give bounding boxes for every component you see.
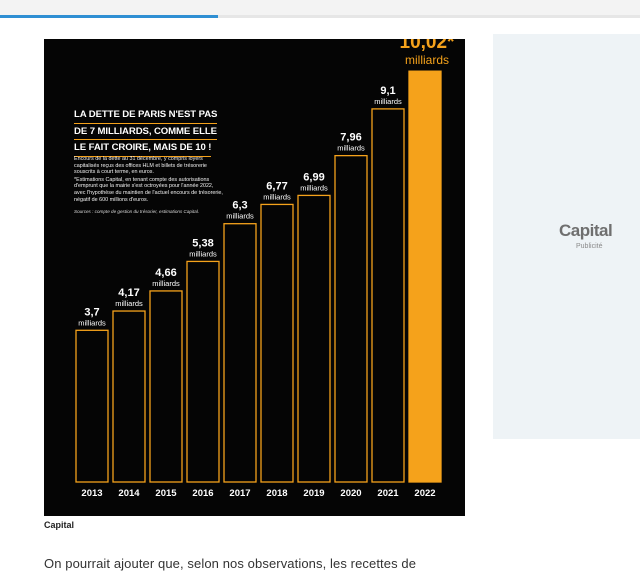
unit-label-2020: milliards [337, 144, 365, 153]
value-label-2018: 6,77 [266, 180, 287, 192]
bar-2017 [223, 223, 257, 483]
unit-label-2015: milliards [152, 279, 180, 288]
bar-2016 [186, 260, 220, 483]
value-label-2017: 6,3 [232, 200, 247, 212]
debt-bar-chart: 3,7milliards20134,17milliards20144,66mil… [75, 39, 456, 499]
value-label-2013: 3,7 [84, 306, 99, 318]
value-label-2014: 4,17 [118, 287, 139, 299]
bar-2018 [260, 203, 294, 483]
debt-chart-figure: 3,7 milliards 2013 4,17 milliards 2014 4,66 mil… [44, 39, 465, 516]
value-label-2021: 9,1 [380, 85, 395, 97]
year-label-2022: 2022 [414, 488, 435, 499]
reading-progress-bar [0, 15, 640, 18]
unit-label-2014: milliards [115, 299, 143, 308]
chart-headline: LA DETTE DE PARIS N'EST PAS DE 7 MILLIAR… [74, 107, 274, 157]
unit-label-2021: milliards [374, 97, 402, 106]
year-label-2017: 2017 [229, 488, 250, 499]
chart-sources: Sources : compte de gestion du trésorier… [74, 209, 200, 214]
top-bar [0, 0, 640, 18]
value-label-2015: 4,66 [155, 267, 176, 279]
unit-label-2018: milliards [263, 192, 291, 201]
unit-label-2019: milliards [300, 183, 328, 192]
reading-progress-fill [0, 15, 218, 18]
bar-2013 [75, 329, 109, 483]
value-label-2019: 6,99 [303, 171, 324, 183]
year-label-2021: 2021 [377, 488, 399, 499]
unit-label-2016: milliards [189, 249, 217, 258]
ad-label: Publicité [576, 243, 603, 250]
bar-2014 [112, 310, 146, 483]
bar-2020 [334, 154, 368, 483]
description-text: Encours de la dette au 31 décembre, y co… [74, 156, 207, 176]
headline-line: DE 7 MILLIARDS, COMME ELLE [74, 124, 217, 140]
value-label-2020: 7,96 [340, 132, 361, 144]
ad-slot[interactable]: Capital Publicité [493, 34, 640, 439]
bar-2022 [408, 70, 442, 483]
year-label-2020: 2020 [340, 488, 361, 499]
year-label-2014: 2014 [118, 488, 140, 499]
footnote-text: *Estimations Capital, en tenant compte d… [74, 176, 223, 203]
bar-2019 [297, 194, 331, 483]
year-label-2013: 2013 [81, 488, 102, 499]
year-label-2015: 2015 [155, 488, 177, 499]
value-label-2016: 5,38 [192, 237, 213, 249]
chart-description: Encours de la dette au 31 décembre, y co… [74, 156, 226, 204]
bar-2021 [371, 108, 405, 483]
article-paragraph: On pourrait ajouter que, selon nos obser… [44, 556, 417, 571]
unit-label-2017: milliards [226, 212, 254, 221]
headline-line: LE FAIT CROIRE, MAIS DE 10 ! [74, 140, 212, 157]
unit-label-2013: milliards [78, 318, 106, 327]
bar-2015 [149, 290, 183, 483]
capital-logo: Capital [559, 221, 613, 240]
unit-label-2022: milliards [405, 53, 449, 67]
value-label-2022: 10,02* [400, 39, 456, 53]
year-label-2016: 2016 [192, 488, 213, 499]
year-label-2019: 2019 [303, 488, 324, 499]
year-label-2018: 2018 [266, 488, 287, 499]
figure-caption: Capital [44, 520, 75, 530]
headline-line: LA DETTE DE PARIS N'EST PAS [74, 107, 217, 124]
